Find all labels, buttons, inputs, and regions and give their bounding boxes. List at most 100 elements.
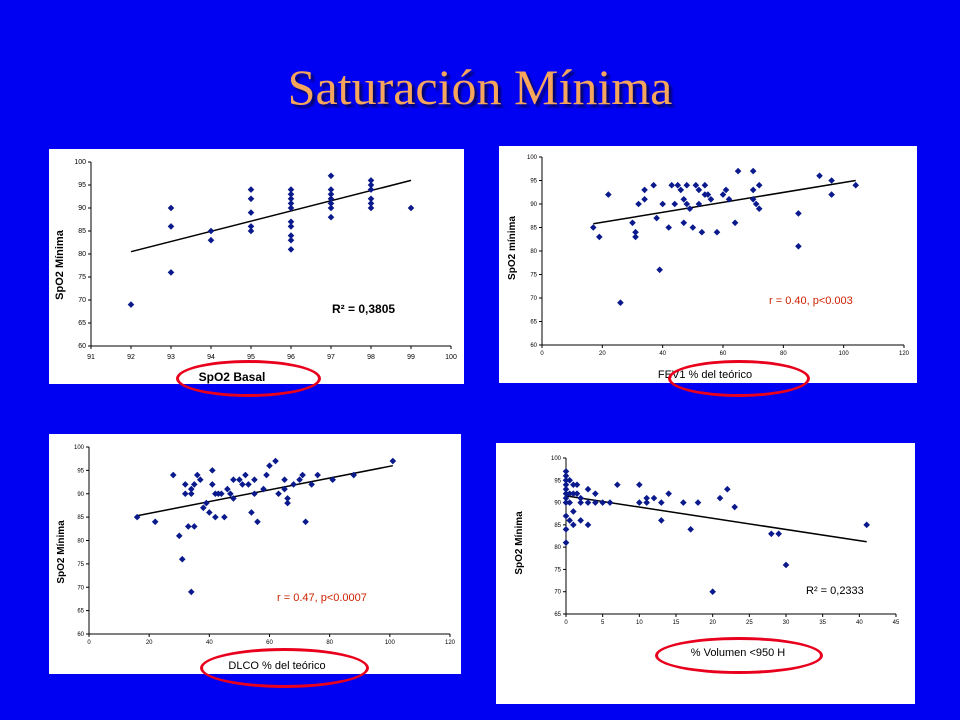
- y-axis-label: SpO2 Mínima: [54, 229, 66, 300]
- data-point: [206, 509, 213, 516]
- data-point: [187, 588, 195, 596]
- data-point: [248, 509, 255, 516]
- x-tick-label: 0: [87, 640, 91, 646]
- data-point: [665, 224, 672, 231]
- data-point: [284, 495, 291, 502]
- x-tick-label: 40: [659, 351, 666, 357]
- data-point: [566, 499, 573, 506]
- data-point: [314, 471, 321, 479]
- data-point: [755, 181, 763, 189]
- y-tick-label: 80: [78, 251, 86, 258]
- data-point: [247, 223, 255, 230]
- data-point: [275, 490, 282, 498]
- data-point: [329, 476, 336, 484]
- correlation-annotation: r = 0.40, p<0.003: [769, 295, 853, 307]
- data-point: [816, 172, 823, 180]
- x-tick-label: 80: [780, 351, 787, 357]
- data-point: [167, 204, 175, 212]
- data-point: [687, 526, 694, 533]
- y-tick-label: 90: [554, 501, 561, 507]
- data-point: [221, 513, 228, 521]
- trendline: [565, 495, 867, 543]
- y-axis-label: SpO2 Mínima: [514, 511, 525, 575]
- data-point: [722, 186, 730, 194]
- y-tick-label: 85: [77, 515, 84, 521]
- data-point: [716, 494, 724, 502]
- data-point: [566, 517, 573, 524]
- y-tick-label: 100: [74, 159, 86, 166]
- x-tick-label: 91: [87, 354, 95, 361]
- correlation-annotation: r = 0.47, p<0.0007: [277, 592, 367, 604]
- data-point: [749, 196, 757, 203]
- data-point: [389, 457, 397, 465]
- data-point: [287, 186, 295, 193]
- data-point: [731, 219, 739, 227]
- data-point: [606, 499, 614, 506]
- data-point: [562, 512, 570, 520]
- y-tick-label: 85: [78, 228, 86, 235]
- chart-panel-fev1: 60 65 70 75 80 85 90 95 100 0 20 40 60 80 100 120 SpO2 …: [499, 146, 917, 383]
- x-tick-label: 5: [601, 620, 605, 626]
- data-point: [731, 503, 738, 511]
- highlight-ellipse-fev1: [668, 360, 810, 397]
- data-point: [659, 200, 666, 208]
- data-point: [677, 186, 685, 194]
- data-point: [287, 200, 295, 207]
- data-point: [562, 539, 570, 546]
- data-point: [701, 181, 709, 189]
- data-point: [795, 243, 802, 250]
- x-tick-label: 97: [327, 354, 335, 361]
- data-point: [643, 494, 650, 502]
- data-point: [207, 236, 215, 244]
- data-point: [281, 476, 288, 484]
- data-point: [775, 530, 782, 538]
- data-point: [694, 499, 702, 506]
- data-point: [562, 526, 570, 533]
- data-point: [254, 518, 261, 526]
- x-tick-label: 94: [207, 354, 215, 361]
- data-point: [247, 186, 255, 193]
- data-point: [592, 499, 599, 506]
- x-tick-label: 98: [367, 354, 375, 361]
- y-tick-label: 80: [530, 249, 537, 255]
- data-point: [695, 186, 703, 194]
- x-tick-label: 0: [564, 620, 568, 626]
- x-tick-label: 40: [206, 640, 213, 646]
- y-tick-label: 95: [530, 179, 537, 185]
- data-point: [175, 532, 183, 540]
- data-point: [863, 521, 870, 529]
- data-point: [828, 177, 835, 184]
- data-point: [665, 490, 672, 497]
- data-point: [724, 485, 731, 493]
- data-point: [592, 490, 599, 497]
- data-point: [218, 490, 225, 498]
- data-point: [242, 471, 249, 479]
- y-tick-label: 65: [554, 612, 561, 618]
- data-point: [181, 490, 189, 498]
- data-point: [752, 200, 760, 208]
- data-point: [263, 471, 270, 479]
- highlight-ellipse-volumen: [655, 637, 823, 674]
- chart-panel-dlco: 60 65 70 75 80 85 90 95 100 0 20 40 60 80 100 120 SpO2 …: [49, 434, 461, 674]
- y-tick-label: 75: [530, 273, 537, 279]
- data-point: [704, 191, 712, 198]
- data-point: [577, 517, 584, 524]
- data-point: [680, 499, 687, 506]
- y-axis-label: SpO2 Mínima: [56, 520, 67, 584]
- y-tick-label: 100: [74, 445, 85, 451]
- data-point: [281, 485, 288, 493]
- data-point: [187, 490, 195, 498]
- data-point: [247, 195, 255, 203]
- x-tick-label: 120: [899, 351, 910, 357]
- x-tick-label: 80: [326, 640, 333, 646]
- data-point: [287, 236, 295, 244]
- y-tick-label: 65: [78, 320, 86, 327]
- x-tick-label: 35: [819, 620, 826, 626]
- y-axis-label: SpO2 mínima: [507, 216, 518, 280]
- x-tick-label: 60: [720, 351, 727, 357]
- data-point: [629, 219, 636, 227]
- data-point: [680, 219, 688, 227]
- trendline: [593, 179, 856, 225]
- x-tick-label: 95: [247, 354, 255, 361]
- r-squared-annotation: R² = 0,3805: [332, 302, 395, 316]
